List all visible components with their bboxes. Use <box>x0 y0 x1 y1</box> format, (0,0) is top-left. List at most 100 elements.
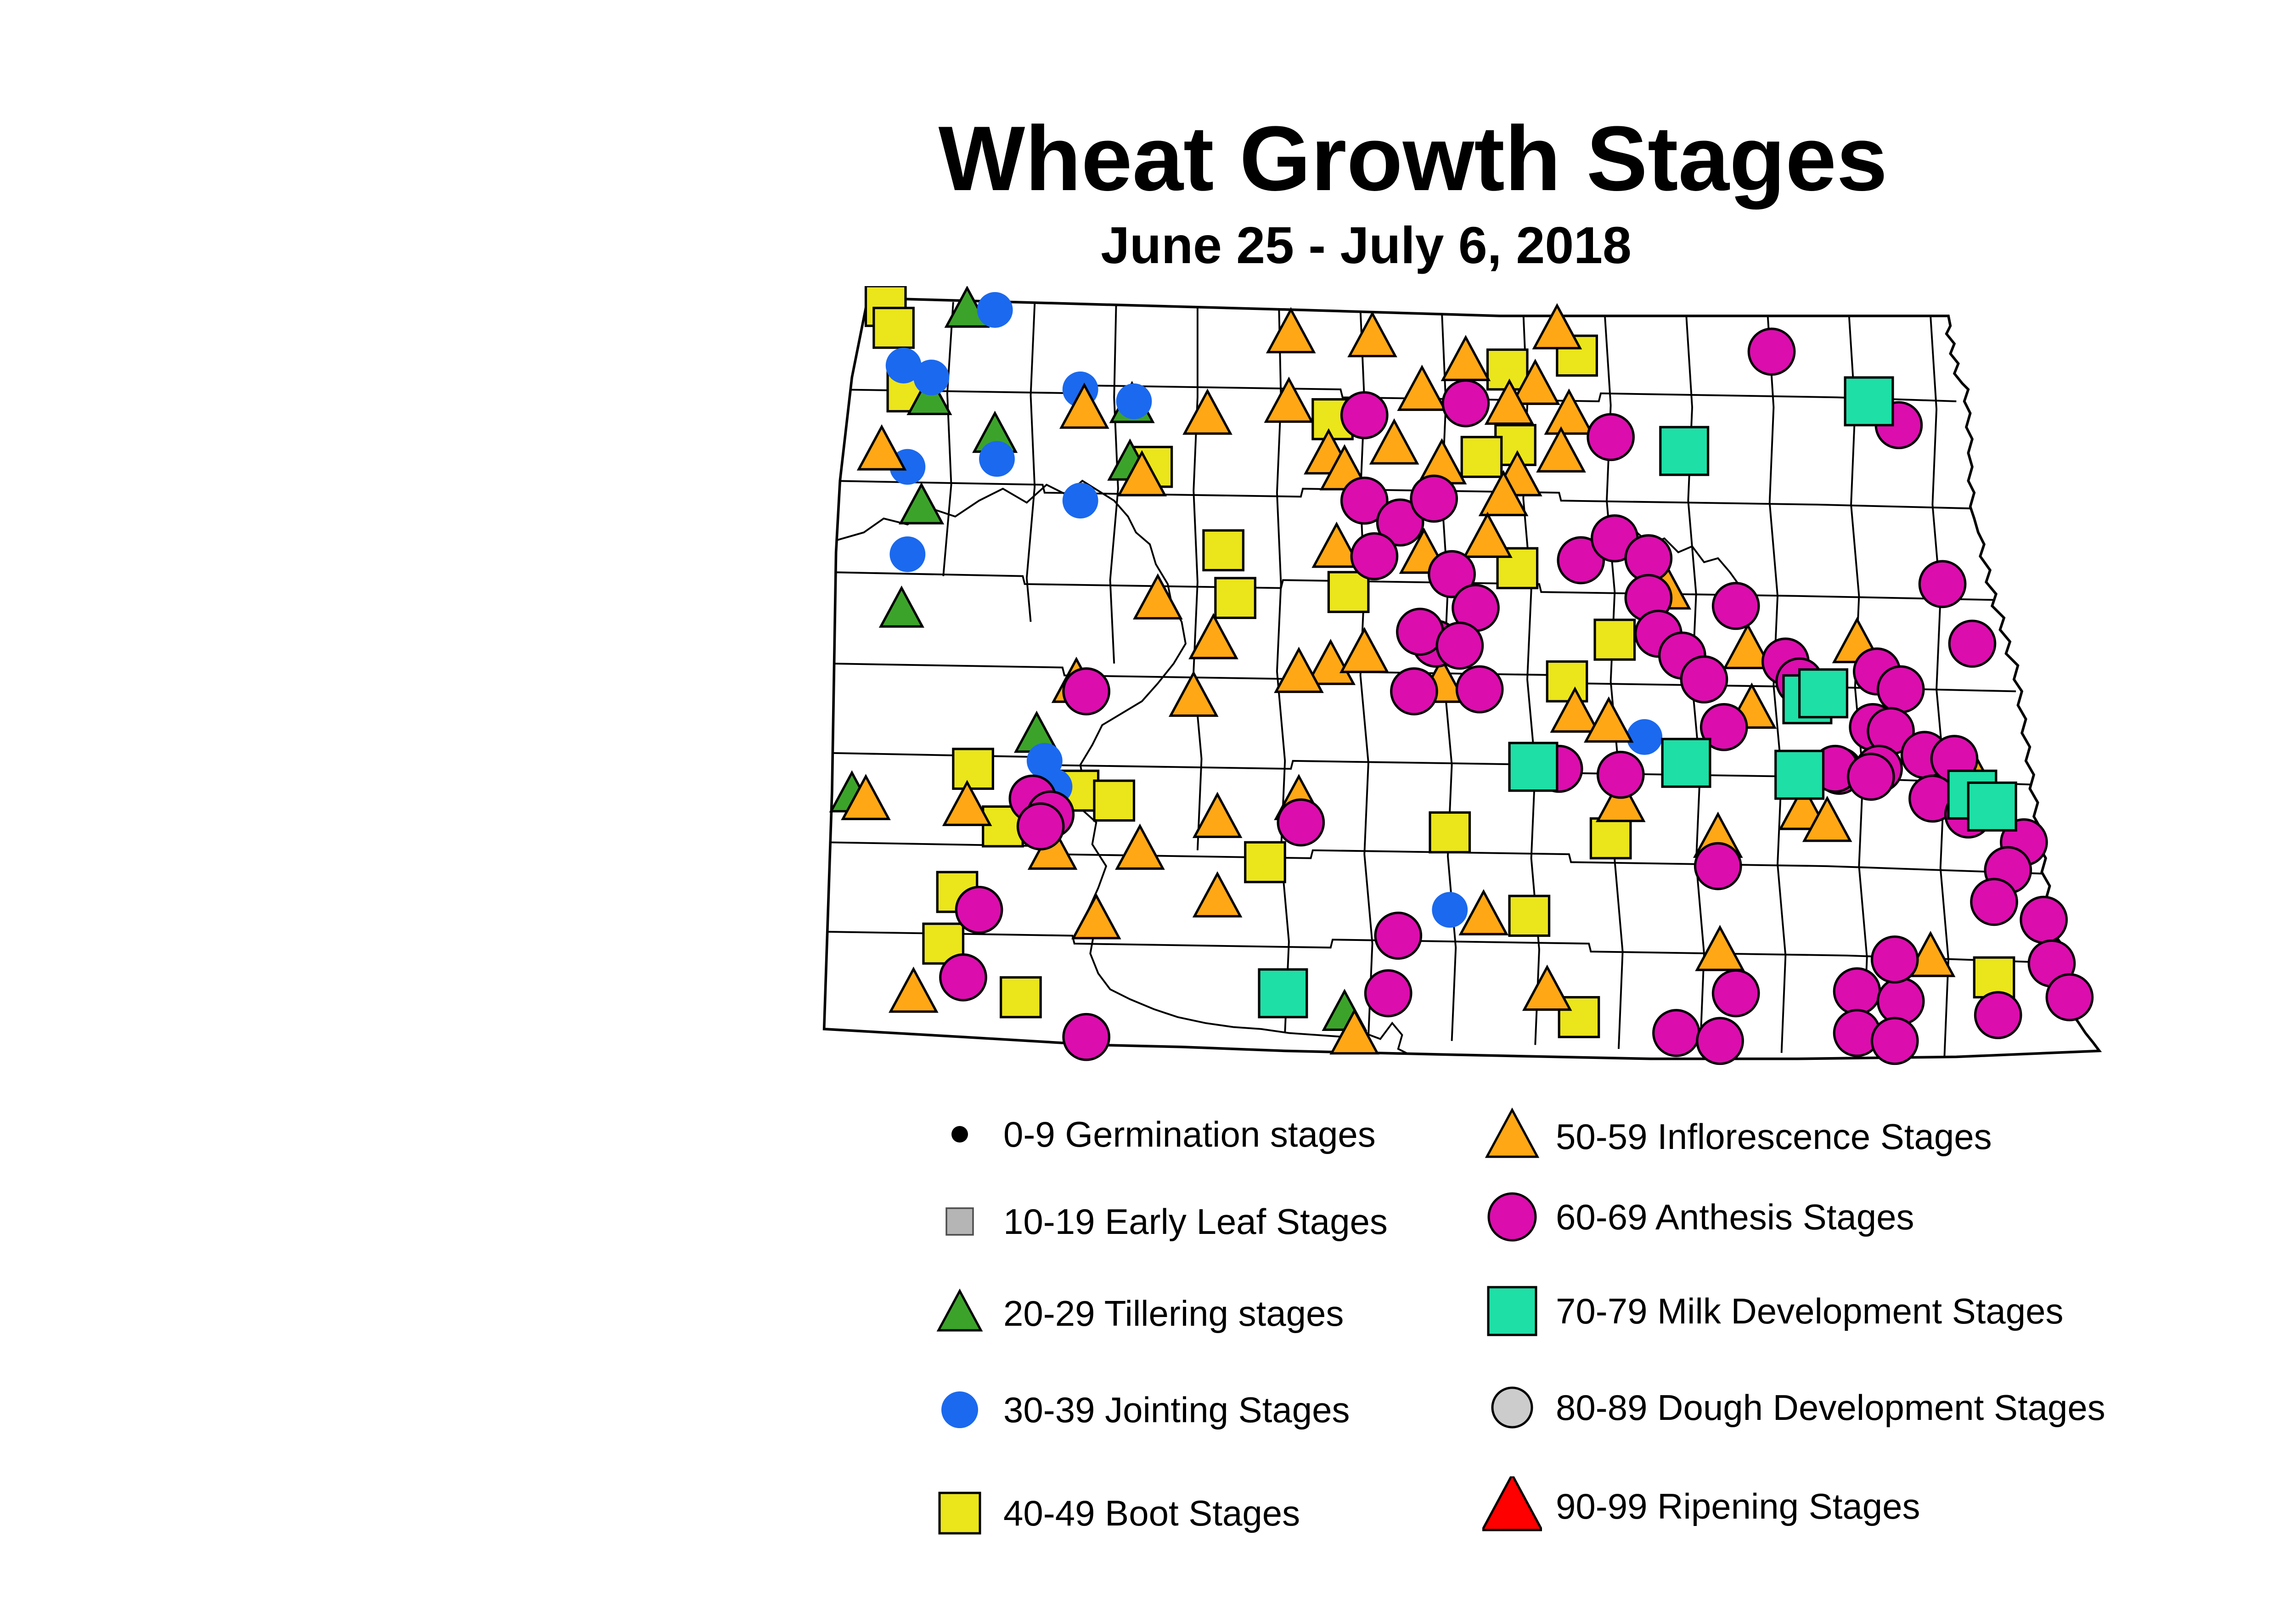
marker-70-79 <box>1258 968 1308 1019</box>
marker-60-69 <box>1970 878 2018 926</box>
marker-60-69 <box>1876 665 1925 714</box>
marker-50-59 <box>1182 388 1232 435</box>
marker-50-59 <box>1188 613 1238 659</box>
marker-30-39 <box>889 536 926 572</box>
marker-60-69 <box>1948 619 1997 668</box>
marker-50-59 <box>856 424 907 471</box>
legend-label: 10-19 Early Leaf Stages <box>1003 1201 1388 1242</box>
legend-label: 50-59 Inflorescence Stages <box>1556 1116 1992 1157</box>
marker-40-49 <box>1589 817 1632 860</box>
marker-40-49 <box>1973 956 2015 999</box>
marker-50-59 <box>1695 924 1745 971</box>
marker-50-59 <box>1463 512 1513 558</box>
marker-50-59 <box>1306 639 1356 685</box>
marker-50-59 <box>1369 418 1419 465</box>
circle-icon <box>941 1391 978 1428</box>
marker-70-79 <box>1774 749 1825 800</box>
marker-40-49 <box>1546 660 1588 703</box>
marker-60-69 <box>1587 413 1635 462</box>
circle-icon <box>1487 1192 1537 1242</box>
marker-60-69 <box>1876 977 1925 1025</box>
marker-50-59 <box>1264 377 1314 423</box>
marker-60-69 <box>1455 665 1504 714</box>
marker-40-49 <box>952 748 994 790</box>
marker-70-79 <box>1661 737 1711 788</box>
marker-60-69 <box>1694 842 1742 890</box>
marker-60-69 <box>1711 969 1760 1018</box>
marker-60-69 <box>1699 703 1748 751</box>
marker-50-59 <box>1510 359 1560 405</box>
circle-icon <box>1491 1386 1533 1429</box>
square-icon <box>945 1207 974 1236</box>
marker-50-59 <box>1192 792 1243 838</box>
marker-60-69 <box>1277 798 1325 847</box>
legend-label: 90-99 Ripening Stages <box>1556 1486 1920 1526</box>
triangle-icon <box>936 1289 983 1332</box>
marker-20-29 <box>899 482 945 524</box>
marker-60-69 <box>939 953 987 1002</box>
marker-50-59 <box>1339 627 1390 673</box>
marker-40-49 <box>1429 811 1471 854</box>
marker-60-69 <box>1557 536 1605 585</box>
triangle-icon <box>1485 1107 1540 1158</box>
marker-20-29 <box>878 585 924 628</box>
marker-70-79 <box>1798 668 1849 719</box>
marker-50-59 <box>888 966 939 1013</box>
marker-50-59 <box>1071 893 1121 940</box>
marker-50-59 <box>1544 388 1594 435</box>
marker-60-69 <box>1376 498 1424 547</box>
marker-50-59 <box>1133 573 1183 620</box>
legend-label: 20-29 Tillering stages <box>1003 1293 1344 1334</box>
marker-50-59 <box>1802 795 1852 842</box>
chart-subtitle: June 25 - July 6, 2018 <box>1101 216 1632 274</box>
marker-70-79 <box>1659 426 1710 476</box>
marker-50-59 <box>1550 686 1600 733</box>
marker-60-69 <box>1711 582 1760 630</box>
marker-50-59 <box>1536 426 1586 473</box>
marker-50-59 <box>841 774 891 820</box>
marker-60-69 <box>1441 379 1490 428</box>
marker-50-59 <box>1478 470 1529 517</box>
legend-item-70-79: 70-79 Milk Development Stages <box>1482 1281 2064 1341</box>
marker-40-49 <box>1508 895 1551 937</box>
marker-60-69 <box>2020 895 2068 944</box>
marker-70-79 <box>1844 376 1894 427</box>
legend-item-30-39: 30-39 Jointing Stages <box>930 1380 1350 1440</box>
legend-item-10-19: 10-19 Early Leaf Stages <box>930 1192 1388 1251</box>
marker-50-59 <box>1274 647 1324 693</box>
marker-40-49 <box>1327 571 1370 614</box>
marker-50-59 <box>1115 823 1165 870</box>
legend-label: 60-69 Anthesis Stages <box>1556 1196 1914 1237</box>
marker-50-59 <box>942 780 992 826</box>
marker-40-49 <box>1000 976 1042 1019</box>
legend-item-20-29: 20-29 Tillering stages <box>930 1283 1344 1343</box>
marker-60-69 <box>1870 935 1919 984</box>
marker-60-69 <box>1747 327 1796 376</box>
legend-label: 70-79 Milk Development Stages <box>1556 1290 2064 1331</box>
marker-60-69 <box>1918 560 1967 608</box>
legend-item-50-59: 50-59 Inflorescence Stages <box>1482 1107 1992 1166</box>
marker-30-39 <box>885 348 922 383</box>
marker-40-49 <box>1593 619 1636 661</box>
legend-item-60-69: 60-69 Anthesis Stages <box>1482 1187 1914 1247</box>
marker-50-59 <box>1347 311 1397 358</box>
marker-60-69 <box>1974 991 2022 1039</box>
marker-60-69 <box>1696 1017 1744 1065</box>
legend-item-90-99: 90-99 Ripening Stages <box>1482 1476 1920 1536</box>
marker-70-79 <box>1967 781 2017 832</box>
marker-50-59 <box>1722 623 1773 670</box>
marker-60-69 <box>1374 912 1423 960</box>
square-icon <box>1487 1286 1537 1336</box>
legend-item-0-9: 0-9 Germination stages <box>930 1104 1376 1164</box>
legend-label: 30-39 Jointing Stages <box>1003 1389 1350 1430</box>
marker-50-59 <box>1329 1008 1379 1055</box>
marker-40-49 <box>1202 529 1244 572</box>
marker-60-69 <box>1062 1013 1110 1061</box>
marker-60-69 <box>1062 667 1110 715</box>
marker-60-69 <box>1364 969 1412 1018</box>
marker-60-69 <box>1846 753 1895 801</box>
marker-60-69 <box>1340 476 1389 525</box>
triangle-icon <box>1482 1476 1542 1531</box>
marker-50-59 <box>1192 871 1243 918</box>
marker-60-69 <box>1652 1009 1700 1057</box>
